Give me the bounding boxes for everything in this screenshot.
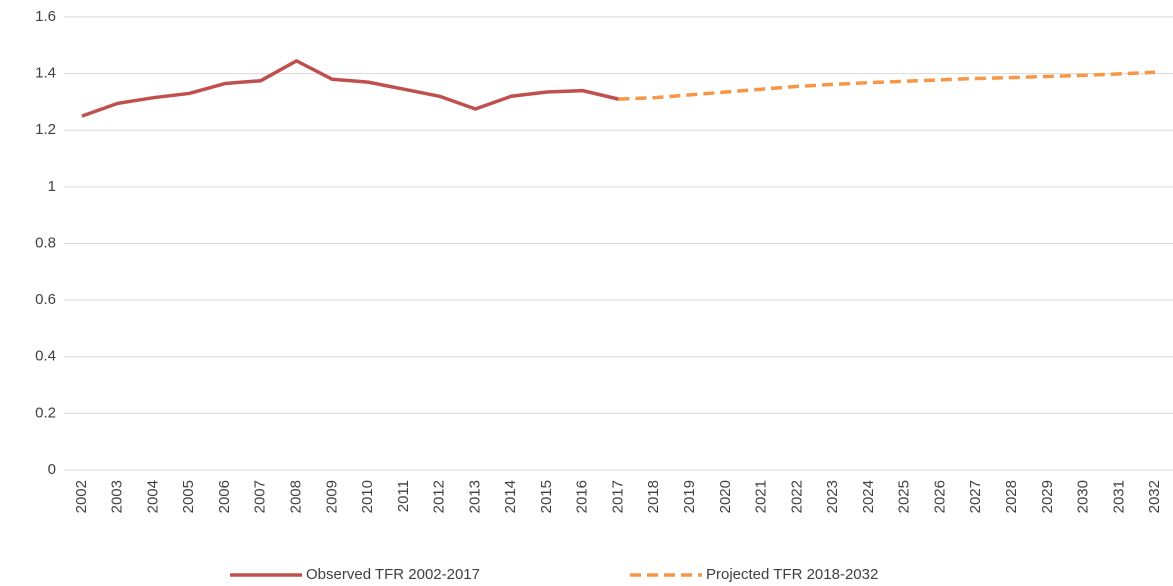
x-tick-label: 2023: [824, 480, 841, 513]
x-tick-label: 2021: [753, 480, 770, 513]
x-tick-label: 2020: [717, 480, 734, 513]
y-tick-label: 0.8: [35, 234, 56, 251]
x-tick-label: 2017: [609, 480, 626, 513]
x-tick-label: 2006: [216, 480, 233, 513]
x-tick-label: 2009: [323, 480, 340, 513]
x-tick-label: 2002: [73, 480, 90, 513]
x-tick-label: 2028: [1003, 480, 1020, 513]
x-tick-label: 2005: [180, 480, 197, 513]
x-tick-label: 2014: [502, 480, 519, 513]
x-tick-label: 2015: [538, 480, 555, 513]
legend-label: Observed TFR 2002-2017: [306, 566, 480, 583]
y-tick-label: 0: [48, 461, 56, 478]
x-tick-label: 2016: [574, 480, 591, 513]
x-tick-label: 2024: [860, 480, 877, 513]
x-tick-label: 2029: [1039, 480, 1056, 513]
x-tick-label: 2003: [109, 480, 126, 513]
x-tick-label: 2031: [1110, 480, 1127, 513]
y-tick-label: 0.2: [35, 404, 56, 421]
line-series: [618, 70, 1156, 101]
x-tick-label: 2008: [288, 480, 305, 513]
x-tick-label: 2025: [896, 480, 913, 513]
x-tick-label: 2032: [1146, 480, 1163, 513]
x-tick-label: 2022: [788, 480, 805, 513]
y-tick-label: 1.6: [35, 8, 56, 25]
x-tick-label: 2026: [931, 480, 948, 513]
legend-label: Projected TFR 2018-2032: [706, 566, 878, 583]
x-tick-label: 2007: [252, 480, 269, 513]
x-tick-label: 2030: [1075, 480, 1092, 513]
x-tick-label: 2018: [645, 480, 662, 513]
x-tick-label: 2011: [395, 480, 412, 512]
y-tick-label: 1.4: [35, 65, 56, 82]
y-tick-label: 0.6: [35, 291, 56, 308]
y-tick-label: 0.4: [35, 348, 56, 365]
line-series: [81, 59, 619, 118]
y-tick-label: 1.2: [35, 121, 56, 138]
y-tick-label: 1: [48, 178, 56, 195]
x-tick-label: 2027: [967, 480, 984, 513]
x-tick-label: 2013: [466, 480, 483, 513]
x-tick-label: 2004: [144, 480, 161, 513]
x-tick-label: 2012: [431, 480, 448, 513]
x-tick-label: 2019: [681, 480, 698, 513]
x-tick-label: 2010: [359, 480, 376, 513]
